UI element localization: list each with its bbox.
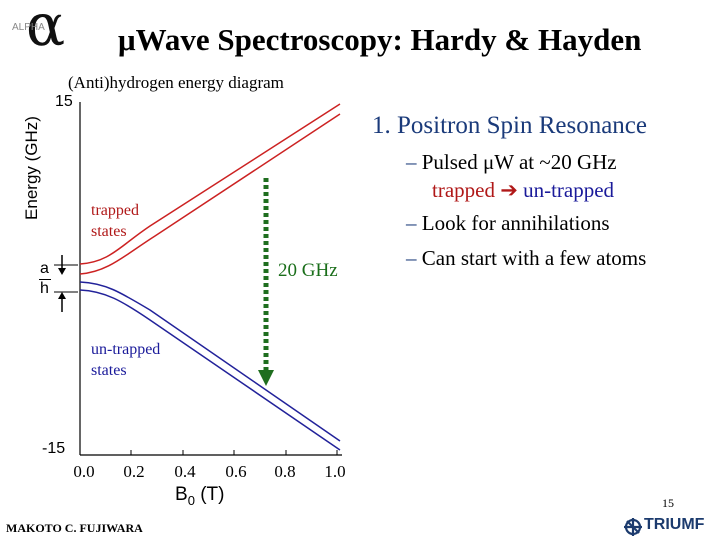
x-tick-marks	[80, 450, 337, 455]
triumf-logo-icon	[624, 518, 642, 536]
bullet-dash: –	[406, 150, 417, 174]
transition-frequency-label: 20 GHz	[278, 260, 338, 282]
author-name: MAKOTO C. FUJIWARA	[6, 521, 143, 536]
trapped-text: trapped	[432, 178, 500, 202]
x-tick-label: 0.4	[174, 462, 195, 482]
fraction-denominator: h	[40, 281, 49, 297]
x-tick-label: 1.0	[324, 462, 345, 482]
x-tick-label: 0.0	[73, 462, 94, 482]
trapped-state-curve-lower	[80, 114, 340, 274]
x-axis-label-unit: (T)	[195, 484, 225, 505]
bullet-text: Look for annihilations	[422, 211, 610, 235]
x-tick-label: 0.8	[274, 462, 295, 482]
triumf-logo-text: TRIUMF	[644, 516, 704, 534]
y-tick-bottom: -15	[42, 440, 65, 458]
fraction-numerator: a	[40, 261, 49, 277]
bullet-dash: –	[406, 211, 417, 235]
bullet-continuation: trapped ➔ un-trapped	[432, 178, 614, 202]
trapped-states-label: trapped states	[91, 200, 161, 242]
bullet-text: Pulsed μW at ~20 GHz	[417, 150, 617, 174]
x-axis-label-main: B	[175, 484, 188, 505]
y-axis-label: Energy (GHz)	[22, 116, 42, 220]
x-axis-label-subscript: 0	[188, 493, 195, 508]
transition-arrow-head	[258, 370, 274, 386]
x-axis-label: B0 (T)	[175, 484, 224, 508]
bullet-text: Can start with a few atoms	[422, 246, 647, 270]
bullet-item: – Pulsed μW at ~20 GHz	[406, 150, 617, 174]
y-tick-top: 15	[55, 93, 73, 111]
section-heading: 1. Positron Spin Resonance	[372, 112, 647, 140]
untrapped-text: un-trapped	[518, 178, 614, 202]
bullet-item: – Can start with a few atoms	[406, 246, 646, 270]
page-number: 15	[662, 496, 674, 511]
untrapped-states-label: un-trapped states	[91, 339, 181, 381]
x-tick-label: 0.6	[225, 462, 246, 482]
x-tick-label: 0.2	[123, 462, 144, 482]
bullet-dash: –	[406, 246, 417, 270]
bullet-item: – Look for annihilations	[406, 211, 610, 235]
arrow-right-icon: ➔	[500, 178, 518, 202]
